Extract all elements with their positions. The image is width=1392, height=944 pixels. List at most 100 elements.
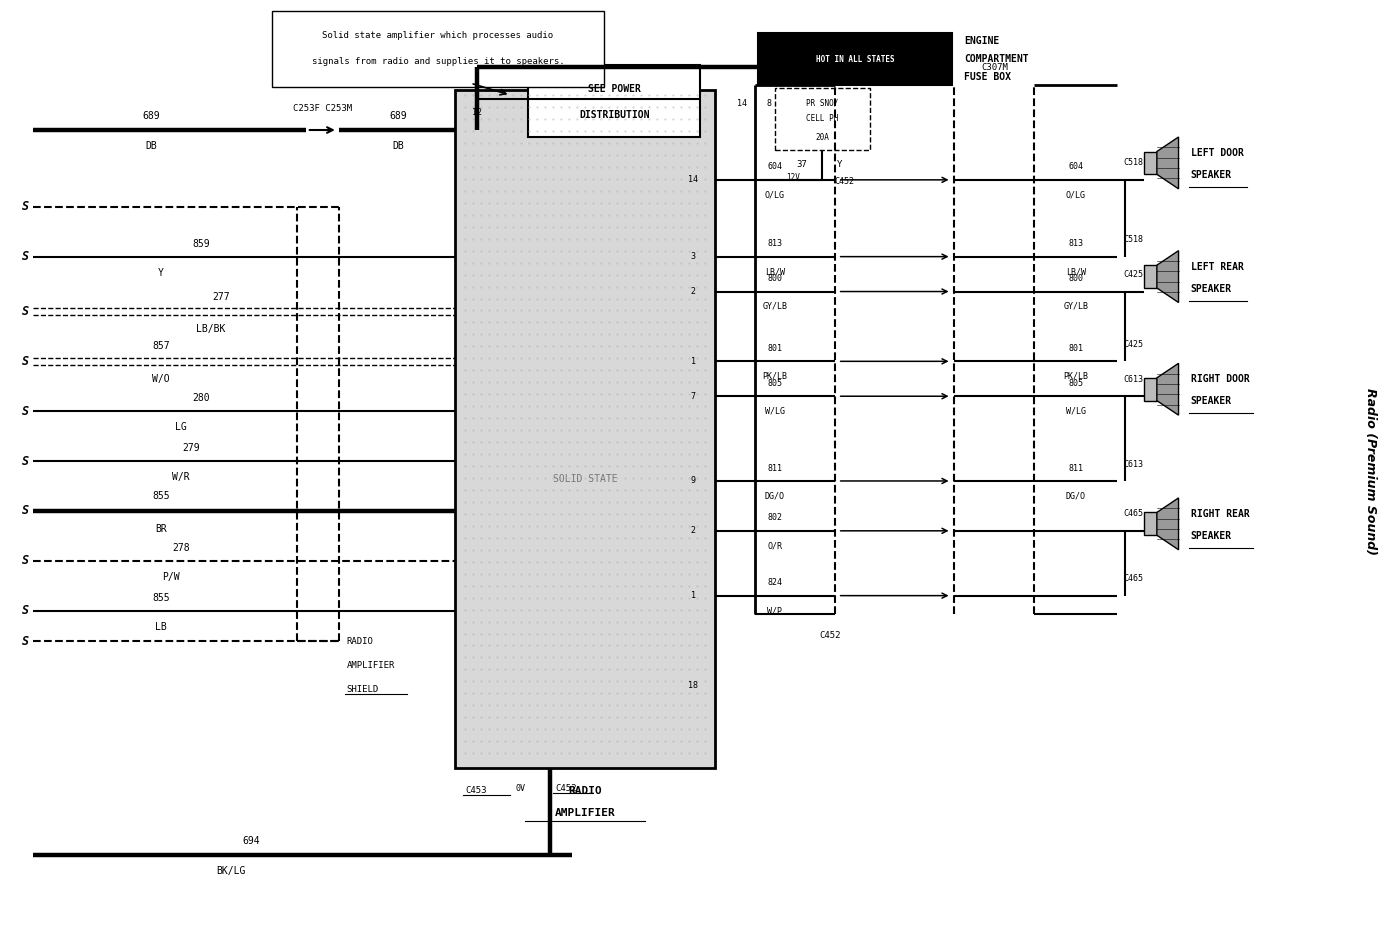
Text: W/P: W/P — [767, 606, 782, 615]
FancyBboxPatch shape — [775, 88, 870, 150]
Text: FUSE BOX: FUSE BOX — [965, 72, 1012, 82]
Text: LG: LG — [175, 422, 187, 432]
Text: 9: 9 — [690, 477, 696, 485]
Text: C452: C452 — [555, 784, 576, 793]
Text: SPEAKER: SPEAKER — [1190, 531, 1232, 541]
Text: 278: 278 — [173, 543, 189, 553]
FancyBboxPatch shape — [455, 90, 715, 768]
Text: O/R: O/R — [767, 541, 782, 550]
Text: LEFT DOOR: LEFT DOOR — [1190, 148, 1243, 158]
Text: P/W: P/W — [163, 572, 180, 582]
Text: Y: Y — [159, 267, 164, 278]
Text: RADIO: RADIO — [568, 786, 603, 796]
Text: RIGHT DOOR: RIGHT DOOR — [1190, 374, 1249, 384]
Text: 3: 3 — [690, 252, 696, 261]
Text: 277: 277 — [212, 292, 230, 301]
Text: 14: 14 — [688, 176, 697, 184]
Text: DISTRIBUTION: DISTRIBUTION — [579, 110, 650, 120]
Text: PR SNO/: PR SNO/ — [806, 98, 838, 108]
Polygon shape — [1157, 363, 1179, 415]
Text: 12V: 12V — [786, 174, 800, 182]
Text: 689: 689 — [390, 111, 408, 121]
Text: LEFT REAR: LEFT REAR — [1190, 261, 1243, 272]
Text: C613: C613 — [1123, 375, 1143, 384]
Text: Radio (Premium Sound): Radio (Premium Sound) — [1364, 389, 1377, 555]
Text: C425: C425 — [1123, 270, 1143, 279]
Text: 811: 811 — [767, 464, 782, 473]
Text: W/LG: W/LG — [764, 407, 785, 415]
Text: LB/W: LB/W — [1066, 267, 1086, 276]
Text: 824: 824 — [767, 578, 782, 587]
Text: 2: 2 — [690, 287, 696, 296]
Text: 0V: 0V — [515, 784, 525, 793]
Text: Solid state amplifier which processes audio: Solid state amplifier which processes au… — [323, 31, 554, 40]
Text: S: S — [22, 250, 29, 263]
Text: 857: 857 — [152, 342, 170, 351]
Text: C518: C518 — [1123, 235, 1143, 244]
Text: S: S — [22, 200, 29, 213]
Text: C465: C465 — [1123, 574, 1143, 583]
Text: S: S — [22, 405, 29, 417]
Text: 859: 859 — [192, 239, 210, 248]
Bar — [1144, 378, 1157, 400]
Text: BR: BR — [155, 524, 167, 534]
Text: AMPLIFIER: AMPLIFIER — [347, 661, 395, 670]
Polygon shape — [1157, 137, 1179, 189]
Text: C465: C465 — [1123, 510, 1143, 518]
Text: 37: 37 — [796, 160, 807, 169]
Text: HOT IN ALL STATES: HOT IN ALL STATES — [816, 55, 895, 63]
Text: RADIO: RADIO — [347, 637, 373, 646]
Text: S: S — [22, 554, 29, 567]
Text: DB: DB — [145, 141, 157, 151]
Text: SPEAKER: SPEAKER — [1190, 170, 1232, 180]
Text: 805: 805 — [767, 379, 782, 388]
Text: S: S — [22, 305, 29, 318]
FancyBboxPatch shape — [271, 11, 604, 87]
Text: 20A: 20A — [816, 133, 830, 143]
Text: 801: 801 — [1068, 344, 1083, 353]
Text: C307F: C307F — [881, 62, 908, 72]
Text: W/O: W/O — [152, 374, 170, 384]
Text: DB: DB — [393, 141, 405, 151]
Text: 1: 1 — [690, 591, 696, 600]
Text: S: S — [22, 355, 29, 368]
Text: PK/LB: PK/LB — [1063, 372, 1089, 380]
Text: C307M: C307M — [981, 62, 1008, 72]
Text: 811: 811 — [1068, 464, 1083, 473]
Text: 7: 7 — [690, 392, 696, 400]
Text: C453: C453 — [465, 785, 487, 795]
Text: C452: C452 — [834, 177, 855, 186]
Text: 2: 2 — [690, 527, 696, 535]
Text: 801: 801 — [767, 344, 782, 353]
Text: C452: C452 — [818, 631, 841, 640]
Text: PK/LB: PK/LB — [763, 372, 788, 380]
Text: SOLID STATE: SOLID STATE — [553, 474, 618, 484]
Text: W/LG: W/LG — [1066, 407, 1086, 415]
Text: 14: 14 — [736, 98, 748, 108]
Text: LB/W: LB/W — [764, 267, 785, 276]
Text: 604: 604 — [767, 162, 782, 172]
Text: 12: 12 — [472, 108, 483, 116]
Text: S: S — [22, 454, 29, 467]
Text: 855: 855 — [152, 491, 170, 501]
Text: AMPLIFIER: AMPLIFIER — [555, 808, 615, 818]
Polygon shape — [1157, 251, 1179, 302]
Text: 280: 280 — [192, 394, 210, 403]
Text: RIGHT REAR: RIGHT REAR — [1190, 509, 1249, 519]
Text: 279: 279 — [182, 443, 200, 453]
Text: W/R: W/R — [173, 472, 189, 482]
Text: LB/BK: LB/BK — [196, 325, 226, 334]
Text: GY/LB: GY/LB — [1063, 302, 1089, 311]
FancyBboxPatch shape — [757, 33, 952, 85]
Text: 8: 8 — [767, 98, 771, 108]
Text: O/LG: O/LG — [764, 191, 785, 199]
Text: SEE POWER: SEE POWER — [587, 84, 640, 94]
Text: DG/O: DG/O — [764, 492, 785, 500]
Text: SHIELD: SHIELD — [347, 684, 379, 694]
Text: LB: LB — [155, 621, 167, 632]
Text: O/LG: O/LG — [1066, 191, 1086, 199]
Text: CELL PH: CELL PH — [806, 113, 838, 123]
Text: BK/LG: BK/LG — [216, 866, 245, 876]
Text: signals from radio and supplies it to speakers.: signals from radio and supplies it to sp… — [312, 57, 564, 66]
Text: DG/O: DG/O — [1066, 492, 1086, 500]
